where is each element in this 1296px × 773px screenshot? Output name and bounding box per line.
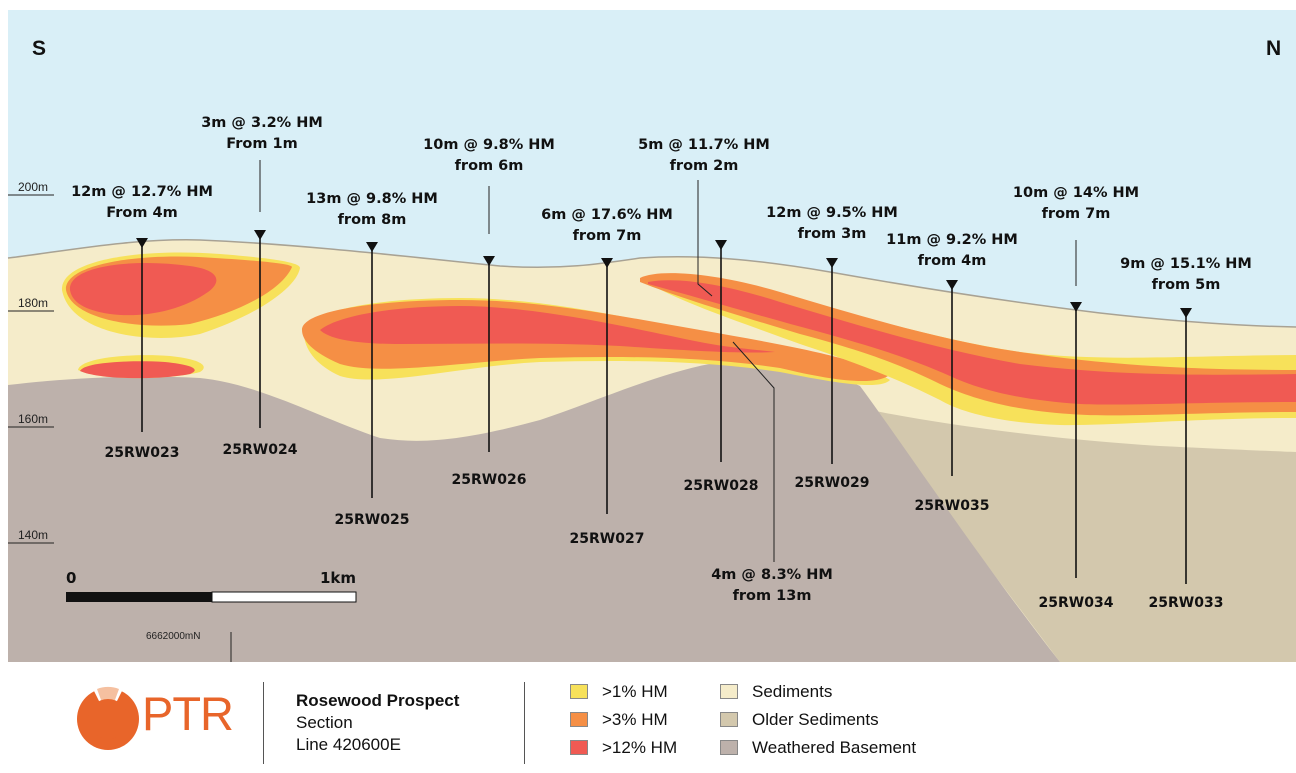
drillhole-label: 25RW028 bbox=[684, 478, 759, 494]
drillhole-label: 25RW025 bbox=[335, 512, 410, 528]
logo-text: PTR bbox=[142, 687, 234, 740]
legend-swatch bbox=[570, 712, 588, 727]
title-block: Rosewood Prospect Section Line 420600E bbox=[296, 690, 459, 756]
zone-3-red bbox=[320, 306, 775, 353]
legend-swatch bbox=[720, 712, 738, 727]
elevation-label: 140m bbox=[18, 528, 48, 542]
scale-end-label: 1km bbox=[320, 569, 356, 587]
section-line: Line 420600E bbox=[296, 735, 401, 754]
intercept-label: 3m @ 3.2% HM bbox=[201, 115, 323, 131]
elevation-label: 180m bbox=[18, 296, 48, 310]
legend-swatch bbox=[720, 740, 738, 755]
drillhole-label: 25RW026 bbox=[452, 472, 527, 488]
elevation-axis: 200m 180m 160m 140m bbox=[8, 180, 54, 544]
direction-north: N bbox=[1266, 37, 1281, 60]
drillhole-label: 25RW023 bbox=[105, 445, 180, 461]
intercept-label: from 6m bbox=[455, 158, 524, 174]
divider bbox=[524, 682, 525, 764]
intercept-label: 13m @ 9.8% HM bbox=[306, 191, 438, 207]
drillhole-collar-marker bbox=[366, 242, 378, 252]
northing-label: 6662000mN bbox=[146, 631, 200, 642]
drillhole-collar-marker bbox=[1070, 302, 1082, 312]
intercept-label: 10m @ 9.8% HM bbox=[423, 137, 555, 153]
drillhole-collar-marker bbox=[946, 280, 958, 290]
intercept-label: 11m @ 9.2% HM bbox=[886, 232, 1018, 248]
drillholes bbox=[136, 230, 1192, 584]
intercept-label: 6m @ 17.6% HM bbox=[541, 207, 673, 223]
weathered-basement-layer bbox=[8, 361, 1060, 662]
intercept-label: 9m @ 15.1% HM bbox=[1120, 256, 1252, 272]
intercept-label: 4m @ 8.3% HM bbox=[711, 567, 833, 583]
drillhole-label: 25RW027 bbox=[570, 531, 645, 547]
elevation-label: 160m bbox=[18, 412, 48, 426]
intercept-label: from 4m bbox=[918, 253, 987, 269]
leader-lines bbox=[259, 160, 1077, 562]
drillhole-collar-marker bbox=[136, 238, 148, 248]
ptr-logo bbox=[77, 685, 139, 750]
intercept-label: from 3m bbox=[798, 226, 867, 242]
footer: PTR Rosewood Prospect Section Line 42060… bbox=[0, 662, 1296, 773]
prospect-title: Rosewood Prospect bbox=[296, 691, 460, 710]
legend-swatch bbox=[570, 684, 588, 699]
drillhole-collar-marker bbox=[483, 256, 495, 266]
legend-swatch bbox=[570, 740, 588, 755]
drillhole-collar-marker bbox=[601, 258, 613, 268]
intercept-label: from 8m bbox=[338, 212, 407, 228]
intercept-label: From 4m bbox=[106, 205, 177, 221]
intercept-label: 12m @ 9.5% HM bbox=[766, 205, 898, 221]
zone-2-red bbox=[80, 361, 195, 379]
intercept-label: from 13m bbox=[733, 588, 812, 604]
drillhole-label: 25RW034 bbox=[1039, 595, 1114, 611]
divider bbox=[263, 682, 264, 764]
intercept-label: 5m @ 11.7% HM bbox=[638, 137, 770, 153]
intercept-label: from 5m bbox=[1152, 277, 1221, 293]
drillhole-label: 25RW029 bbox=[795, 475, 870, 491]
drillhole-collar-marker bbox=[715, 240, 727, 250]
ground-surface-line bbox=[7, 239, 1296, 328]
drillhole-label: 25RW035 bbox=[915, 498, 990, 514]
zone-1-red bbox=[69, 263, 217, 316]
direction-south: S bbox=[32, 37, 46, 60]
intercept-label: 12m @ 12.7% HM bbox=[71, 184, 213, 200]
legend-swatch bbox=[720, 684, 738, 699]
intercept-labels: 12m @ 12.7% HM From 4m 3m @ 3.2% HM From… bbox=[71, 115, 1252, 604]
intercept-label: from 7m bbox=[1042, 206, 1111, 222]
scale-bar: 0 1km bbox=[66, 569, 357, 603]
elevation-label: 200m bbox=[18, 180, 48, 194]
drillhole-label: 25RW033 bbox=[1149, 595, 1224, 611]
drillhole-collar-marker bbox=[826, 258, 838, 268]
section-subtitle: Section bbox=[296, 713, 353, 732]
hm-zones bbox=[61, 252, 1296, 426]
older-sediments-layer bbox=[870, 410, 1296, 662]
scale-start-label: 0 bbox=[66, 569, 76, 587]
intercept-label: from 7m bbox=[573, 228, 642, 244]
drillhole-label: 25RW024 bbox=[223, 442, 298, 458]
intercept-label: from 2m bbox=[670, 158, 739, 174]
intercept-label: 10m @ 14% HM bbox=[1013, 185, 1139, 201]
drillhole-collar-marker bbox=[254, 230, 266, 240]
zone-4-red bbox=[648, 280, 1296, 405]
drillhole-collar-marker bbox=[1180, 308, 1192, 318]
drillhole-labels: 25RW023 25RW024 25RW025 25RW026 25RW027 … bbox=[105, 442, 1224, 611]
intercept-label: From 1m bbox=[226, 136, 297, 152]
